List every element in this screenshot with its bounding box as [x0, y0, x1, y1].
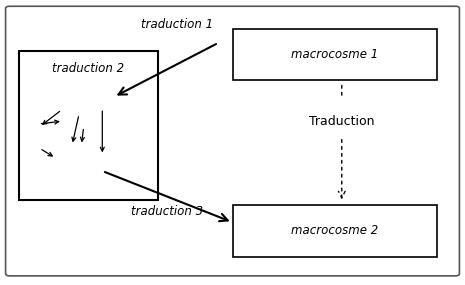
- Text: Traduction: Traduction: [309, 115, 374, 128]
- Text: macrocosme 1: macrocosme 1: [291, 48, 379, 61]
- Bar: [19, 51, 158, 200]
- FancyBboxPatch shape: [6, 6, 459, 276]
- Bar: [232, 28, 437, 80]
- Text: traduction 2: traduction 2: [52, 62, 125, 75]
- Text: macrocosme 2: macrocosme 2: [291, 224, 379, 237]
- Bar: [232, 205, 437, 256]
- Text: traduction 1: traduction 1: [140, 18, 213, 31]
- Text: traduction 3: traduction 3: [131, 205, 204, 218]
